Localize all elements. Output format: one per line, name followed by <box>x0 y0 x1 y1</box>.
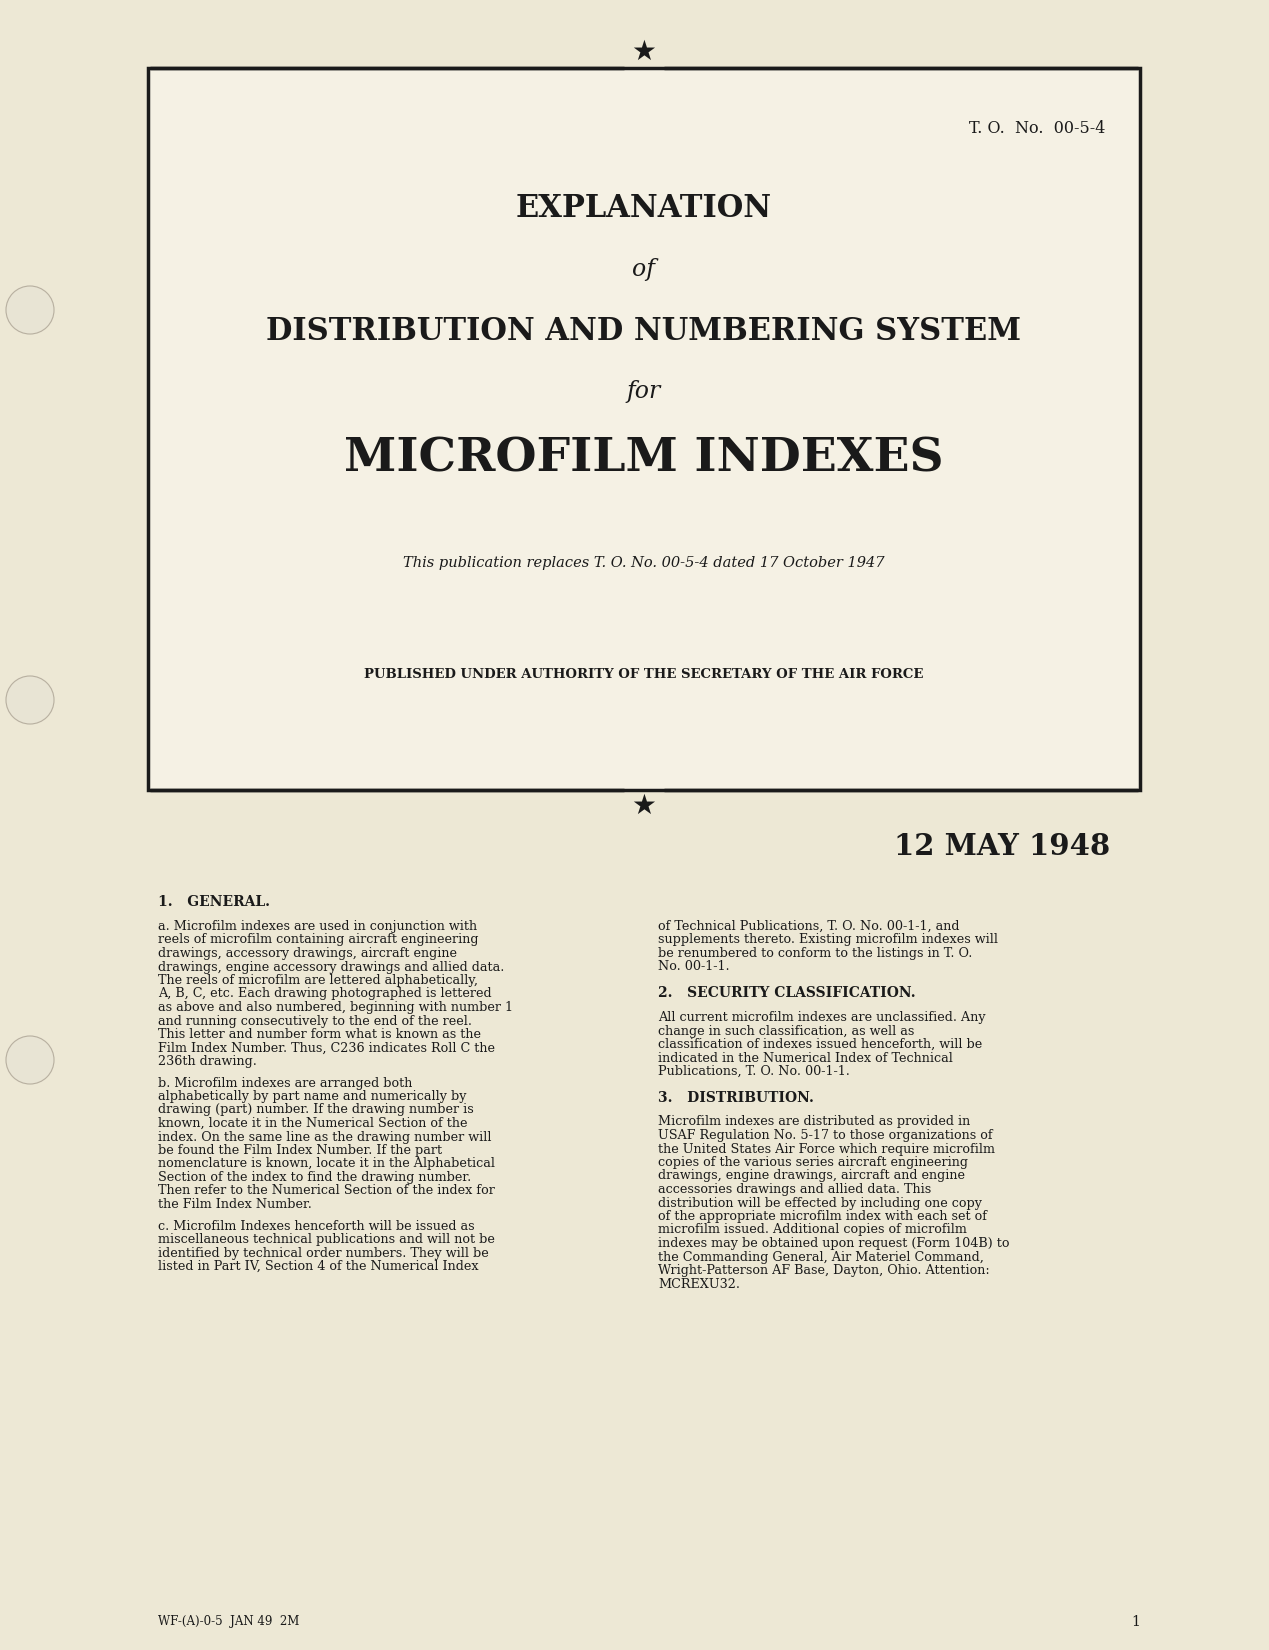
Text: Wright-Patterson AF Base, Dayton, Ohio. Attention:: Wright-Patterson AF Base, Dayton, Ohio. … <box>659 1264 990 1277</box>
Text: MICROFILM INDEXES: MICROFILM INDEXES <box>344 436 944 482</box>
Text: drawings, engine drawings, aircraft and engine: drawings, engine drawings, aircraft and … <box>659 1170 964 1183</box>
FancyBboxPatch shape <box>148 68 1140 790</box>
Text: b. Microfilm indexes are arranged both: b. Microfilm indexes are arranged both <box>159 1076 412 1089</box>
Text: PUBLISHED UNDER AUTHORITY OF THE SECRETARY OF THE AIR FORCE: PUBLISHED UNDER AUTHORITY OF THE SECRETA… <box>364 668 924 681</box>
Text: nomenclature is known, locate it in the Alphabetical: nomenclature is known, locate it in the … <box>159 1158 495 1170</box>
Text: change in such classification, as well as: change in such classification, as well a… <box>659 1025 915 1038</box>
Text: ★: ★ <box>632 792 656 820</box>
Text: Then refer to the Numerical Section of the index for: Then refer to the Numerical Section of t… <box>159 1185 495 1198</box>
Text: miscellaneous technical publications and will not be: miscellaneous technical publications and… <box>159 1233 495 1246</box>
Text: 1.   GENERAL.: 1. GENERAL. <box>159 894 270 909</box>
Text: All current microfilm indexes are unclassified. Any: All current microfilm indexes are unclas… <box>659 1011 986 1025</box>
Circle shape <box>6 1036 55 1084</box>
Text: 2.   SECURITY CLASSIFICATION.: 2. SECURITY CLASSIFICATION. <box>659 987 916 1000</box>
Circle shape <box>6 676 55 724</box>
Text: supplements thereto. Existing microfilm indexes will: supplements thereto. Existing microfilm … <box>659 934 997 947</box>
Text: A, B, C, etc. Each drawing photographed is lettered: A, B, C, etc. Each drawing photographed … <box>159 987 491 1000</box>
Text: reels of microfilm containing aircraft engineering: reels of microfilm containing aircraft e… <box>159 934 478 947</box>
Text: 1: 1 <box>1131 1615 1140 1629</box>
Text: the Commanding General, Air Materiel Command,: the Commanding General, Air Materiel Com… <box>659 1251 983 1264</box>
Text: be renumbered to conform to the listings in T. O.: be renumbered to conform to the listings… <box>659 947 972 960</box>
Text: This letter and number form what is known as the: This letter and number form what is know… <box>159 1028 481 1041</box>
Text: 3.   DISTRIBUTION.: 3. DISTRIBUTION. <box>659 1091 813 1104</box>
Text: MCREXU32.: MCREXU32. <box>659 1277 740 1290</box>
Text: indexes may be obtained upon request (Form 104B) to: indexes may be obtained upon request (Fo… <box>659 1238 1010 1251</box>
Text: copies of the various series aircraft engineering: copies of the various series aircraft en… <box>659 1157 968 1168</box>
Text: drawings, accessory drawings, aircraft engine: drawings, accessory drawings, aircraft e… <box>159 947 457 960</box>
Text: Publications, T. O. No. 00-1-1.: Publications, T. O. No. 00-1-1. <box>659 1064 850 1077</box>
Text: distribution will be effected by including one copy: distribution will be effected by includi… <box>659 1196 982 1209</box>
Text: alphabetically by part name and numerically by: alphabetically by part name and numerica… <box>159 1091 467 1102</box>
Text: as above and also numbered, beginning with number 1: as above and also numbered, beginning wi… <box>159 1002 513 1015</box>
Text: known, locate it in the Numerical Section of the: known, locate it in the Numerical Sectio… <box>159 1117 467 1130</box>
Text: 12 MAY 1948: 12 MAY 1948 <box>893 832 1110 861</box>
Text: USAF Regulation No. 5-17 to those organizations of: USAF Regulation No. 5-17 to those organi… <box>659 1129 992 1142</box>
Text: indicated in the Numerical Index of Technical: indicated in the Numerical Index of Tech… <box>659 1051 953 1064</box>
Text: Section of the index to find the drawing number.: Section of the index to find the drawing… <box>159 1172 471 1185</box>
Text: T. O.  No.  00-5-4: T. O. No. 00-5-4 <box>968 120 1105 137</box>
Text: drawings, engine accessory drawings and allied data.: drawings, engine accessory drawings and … <box>159 960 504 974</box>
Text: The reels of microfilm are lettered alphabetically,: The reels of microfilm are lettered alph… <box>159 974 478 987</box>
Text: for: for <box>627 380 661 403</box>
Circle shape <box>6 285 55 333</box>
Text: 236th drawing.: 236th drawing. <box>159 1054 256 1068</box>
Text: WF-(A)-0-5  JAN 49  2M: WF-(A)-0-5 JAN 49 2M <box>159 1615 299 1629</box>
Text: of the appropriate microfilm index with each set of: of the appropriate microfilm index with … <box>659 1209 987 1223</box>
Text: be found the Film Index Number. If the part: be found the Film Index Number. If the p… <box>159 1143 442 1157</box>
Text: of Technical Publications, T. O. No. 00-1-1, and: of Technical Publications, T. O. No. 00-… <box>659 921 959 932</box>
Text: c. Microfilm Indexes henceforth will be issued as: c. Microfilm Indexes henceforth will be … <box>159 1219 475 1233</box>
Text: identified by technical order numbers. They will be: identified by technical order numbers. T… <box>159 1246 489 1259</box>
Text: This publication replaces T. O. No. 00-5-4 dated 17 October 1947: This publication replaces T. O. No. 00-5… <box>404 556 884 569</box>
Text: a. Microfilm indexes are used in conjunction with: a. Microfilm indexes are used in conjunc… <box>159 921 477 932</box>
Text: No. 00-1-1.: No. 00-1-1. <box>659 960 730 974</box>
Text: accessories drawings and allied data. This: accessories drawings and allied data. Th… <box>659 1183 931 1196</box>
Text: index. On the same line as the drawing number will: index. On the same line as the drawing n… <box>159 1130 491 1143</box>
Text: EXPLANATION: EXPLANATION <box>516 193 772 224</box>
Text: drawing (part) number. If the drawing number is: drawing (part) number. If the drawing nu… <box>159 1104 473 1117</box>
Text: and running consecutively to the end of the reel.: and running consecutively to the end of … <box>159 1015 472 1028</box>
Text: DISTRIBUTION AND NUMBERING SYSTEM: DISTRIBUTION AND NUMBERING SYSTEM <box>266 317 1022 346</box>
Text: listed in Part IV, Section 4 of the Numerical Index: listed in Part IV, Section 4 of the Nume… <box>159 1261 478 1274</box>
Text: the Film Index Number.: the Film Index Number. <box>159 1198 312 1211</box>
Text: Film Index Number. Thus, C236 indicates Roll C the: Film Index Number. Thus, C236 indicates … <box>159 1041 495 1054</box>
Text: of: of <box>632 257 656 280</box>
Text: ★: ★ <box>632 38 656 66</box>
Text: the United States Air Force which require microfilm: the United States Air Force which requir… <box>659 1142 995 1155</box>
Text: classification of indexes issued henceforth, will be: classification of indexes issued hencefo… <box>659 1038 982 1051</box>
Text: microfilm issued. Additional copies of microfilm: microfilm issued. Additional copies of m… <box>659 1224 967 1236</box>
Text: Microfilm indexes are distributed as provided in: Microfilm indexes are distributed as pro… <box>659 1115 971 1129</box>
